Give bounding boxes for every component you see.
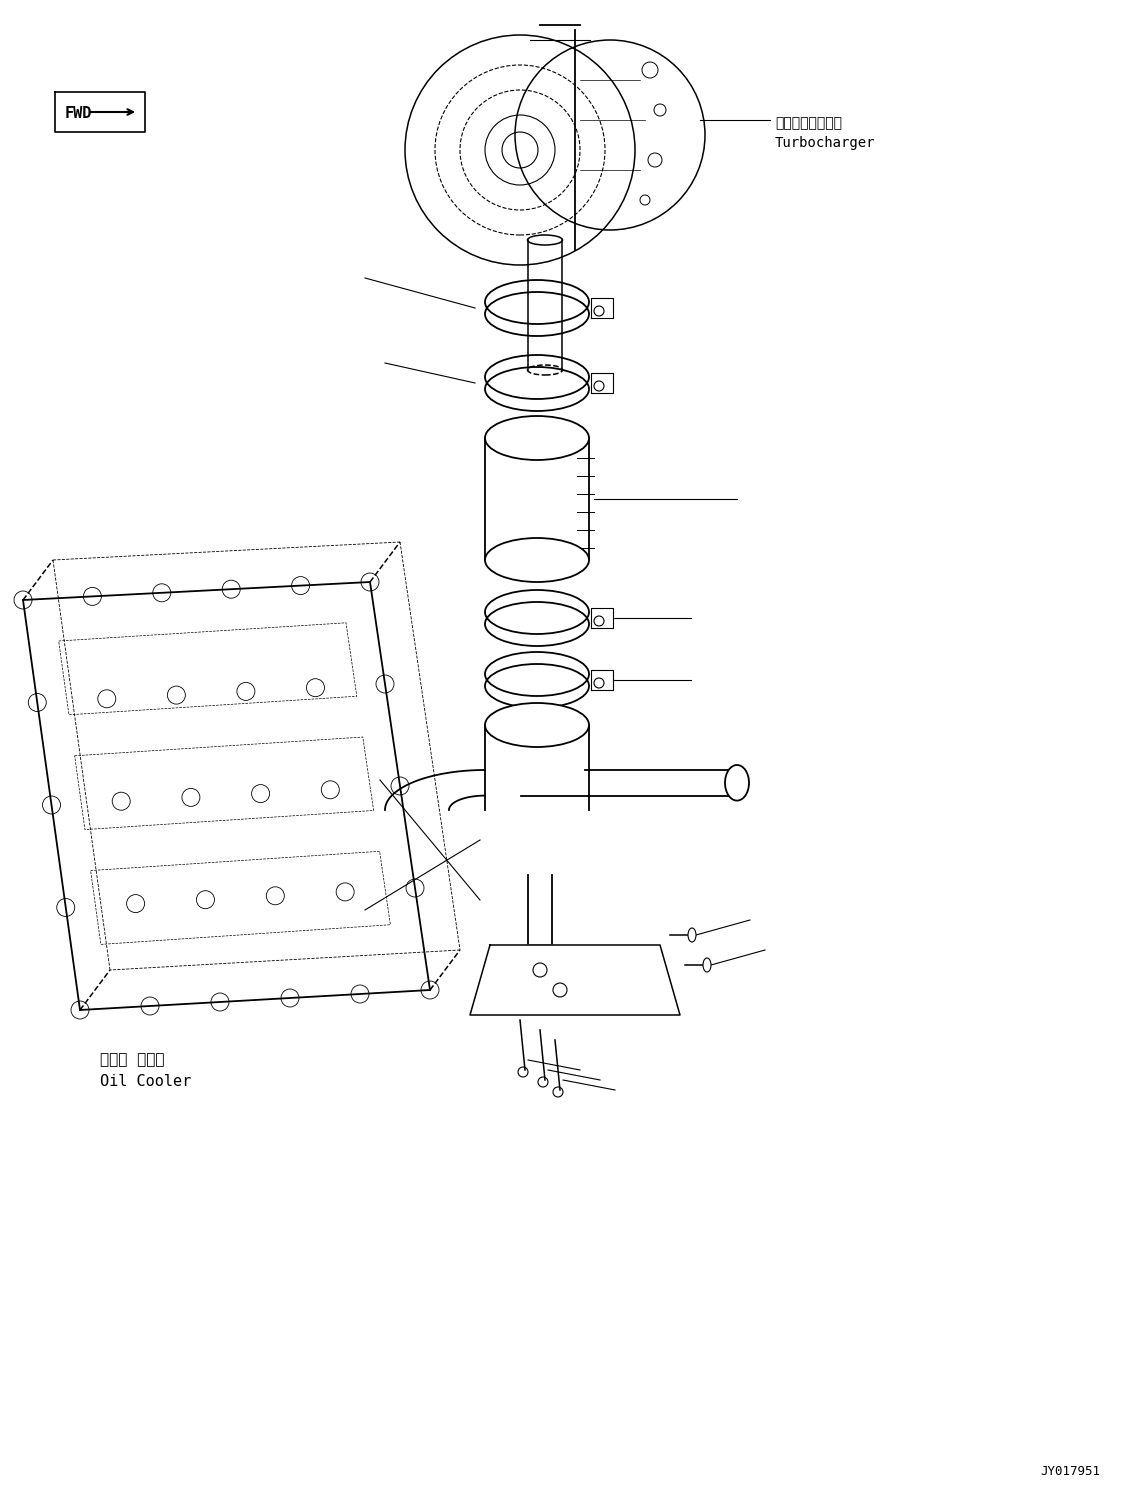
Circle shape [594,306,604,316]
Text: FWD: FWD [65,106,93,121]
Ellipse shape [485,416,589,461]
Polygon shape [55,92,145,133]
Text: Oil Cooler: Oil Cooler [99,1075,191,1090]
Circle shape [594,616,604,626]
Polygon shape [591,373,613,394]
Ellipse shape [725,765,749,801]
Polygon shape [591,669,613,690]
Text: ターボチャージャ: ターボチャージャ [775,116,842,130]
Ellipse shape [688,927,696,942]
Text: オイル  クーラ: オイル クーラ [99,1053,165,1068]
Ellipse shape [485,702,589,747]
Text: Turbocharger: Turbocharger [775,136,876,151]
Ellipse shape [485,538,589,581]
Circle shape [594,382,604,391]
Text: JY017951: JY017951 [1040,1466,1100,1478]
Polygon shape [591,298,613,318]
Circle shape [594,678,604,687]
Polygon shape [591,608,613,628]
Polygon shape [470,945,680,1015]
Ellipse shape [703,959,711,972]
